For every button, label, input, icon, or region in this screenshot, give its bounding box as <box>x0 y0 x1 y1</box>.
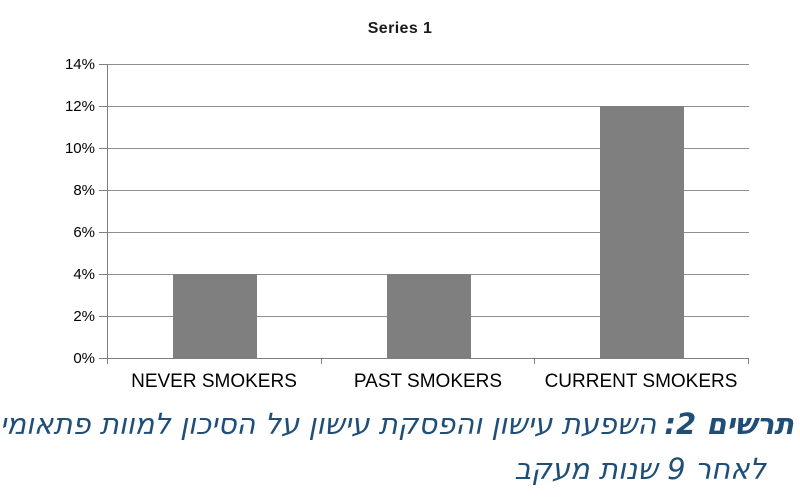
gridline <box>108 232 749 233</box>
y-axis-label: 10% <box>64 140 95 157</box>
caption-figure-number: תרשים 2: <box>664 407 794 441</box>
y-axis-label: 12% <box>64 98 95 115</box>
y-axis-label: 2% <box>73 308 95 325</box>
y-axis-label: 8% <box>73 182 95 199</box>
x-axis-tick <box>748 359 749 364</box>
bar-never-smokers <box>173 274 257 358</box>
bar-current-smokers <box>600 106 684 358</box>
gridline <box>108 64 749 65</box>
x-axis-tick <box>534 359 535 364</box>
x-axis-tick <box>321 359 322 364</box>
caption-line-1: תרשים 2:השפעת עישון והפסקת עישון על הסיכ… <box>0 407 794 441</box>
x-axis-tick <box>107 359 108 364</box>
x-axis-label: CURRENT SMOKERS <box>544 371 738 392</box>
y-axis-tick <box>99 148 107 149</box>
y-axis-label: 0% <box>73 350 95 367</box>
bar-past-smokers <box>387 274 471 358</box>
x-axis-label: PAST SMOKERS <box>353 371 503 392</box>
y-axis-label: 6% <box>73 224 95 241</box>
gridline <box>108 148 749 149</box>
y-axis-tick <box>99 106 107 107</box>
y-axis-tick <box>99 358 107 359</box>
y-axis-tick <box>99 232 107 233</box>
caption-line-2: לאחר 9 שנות מעקב <box>514 452 766 486</box>
y-axis-tick <box>99 316 107 317</box>
y-axis-label: 4% <box>73 266 95 283</box>
gridline <box>108 106 749 107</box>
x-axis-label: NEVER SMOKERS <box>131 371 297 392</box>
gridline <box>108 190 749 191</box>
chart-title: Series 1 <box>367 20 433 37</box>
y-axis-tick <box>99 64 107 65</box>
caption-text: השפעת עישון והפסקת עישון על הסיכון למוות… <box>0 407 657 441</box>
plot-area <box>107 64 749 359</box>
y-axis-tick <box>99 190 107 191</box>
y-axis-tick <box>99 274 107 275</box>
y-axis-label: 14% <box>64 56 95 73</box>
